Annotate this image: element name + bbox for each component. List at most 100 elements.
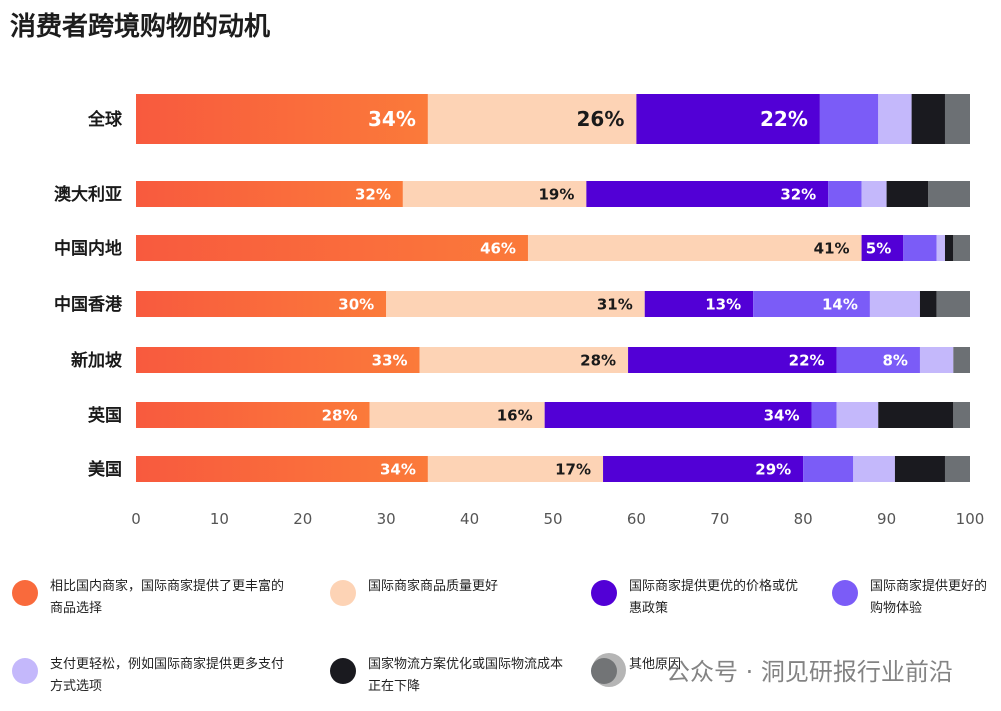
bar-segment (136, 181, 403, 207)
data-label: 28% (580, 351, 616, 369)
bar-segment (953, 235, 970, 261)
bar-segment (527, 235, 862, 261)
category-label: 美国 (88, 459, 122, 480)
data-label: 8% (882, 351, 907, 369)
bar-segment (919, 291, 937, 317)
legend-item-quality: 国际商家商品质量更好 (330, 576, 568, 606)
bar-segment (886, 181, 929, 207)
legend-swatch (832, 580, 858, 606)
bar-segment (861, 181, 887, 207)
data-label: 19% (538, 185, 574, 203)
legend-swatch (12, 658, 38, 684)
category-label: 新加坡 (71, 350, 122, 371)
x-tick-label: 60 (627, 510, 646, 528)
category-label: 英国 (88, 405, 122, 426)
legend-label: 支付更轻松，例如国际商家提供更多支付方式选项 (50, 657, 285, 694)
legend-label: 国际商家提供更好的购物体验 (870, 579, 988, 616)
chart-title: 消费者跨境购物的动机 (10, 12, 271, 42)
category-label: 澳大利亚 (54, 184, 122, 205)
data-label: 34% (764, 406, 800, 424)
data-label: 46% (480, 239, 516, 257)
x-tick-label: 80 (794, 510, 813, 528)
x-tick-label: 70 (710, 510, 729, 528)
bar-segment (836, 347, 920, 373)
bar-segment (811, 402, 837, 428)
bar-segment (136, 291, 387, 317)
legend-swatch (12, 580, 38, 606)
legend-label: 国际商家提供更优的价格或优惠政策 (629, 579, 799, 616)
legend: 相比国内商家，国际商家提供了更丰富的商品选择 国际商家商品质量更好 国际商家提供… (0, 570, 1001, 711)
x-tick-label: 40 (460, 510, 479, 528)
legend-item-logistics: 国家物流方案优化或国际物流成本正在下降 (330, 654, 568, 698)
data-label: 34% (380, 460, 416, 478)
bar-segment (136, 347, 420, 373)
bar-segment (911, 94, 945, 144)
bar-segment (919, 347, 954, 373)
legend-item-variety: 相比国内商家，国际商家提供了更丰富的商品选择 (12, 576, 295, 620)
data-label: 32% (780, 185, 816, 203)
bar-segment (753, 291, 870, 317)
x-tick-label: 100 (956, 510, 985, 528)
x-tick-label: 90 (877, 510, 896, 528)
bar-segment (944, 235, 954, 261)
legend-label: 相比国内商家，国际商家提供了更丰富的商品选择 (50, 579, 285, 616)
bar-segment (402, 181, 587, 207)
bar-segment (894, 456, 945, 482)
bar-segment (819, 94, 879, 144)
legend-item-price: 国际商家提供更优的价格或优惠政策 (591, 576, 809, 620)
bar-segment (369, 402, 545, 428)
legend-label: 国家物流方案优化或国际物流成本正在下降 (368, 657, 564, 694)
bar-segment (903, 235, 937, 261)
bar-segment (803, 456, 854, 482)
legend-item-payment: 支付更轻松，例如国际商家提供更多支付方式选项 (12, 654, 295, 698)
legend-swatch (330, 658, 356, 684)
data-label: 29% (755, 460, 791, 478)
category-label: 中国内地 (54, 238, 122, 259)
watermark-text: 公众号 · 洞见研报行业前沿 (666, 658, 953, 686)
legend-swatch (330, 580, 356, 606)
bar-segment (544, 402, 812, 428)
x-tick-label: 10 (210, 510, 229, 528)
data-label: 26% (577, 107, 625, 131)
wechat-icon (592, 652, 626, 687)
bar-segment (828, 181, 862, 207)
data-label: 32% (355, 185, 391, 203)
data-label: 31% (597, 295, 633, 313)
data-label: 34% (368, 107, 416, 131)
x-tick-label: 30 (377, 510, 396, 528)
data-label: 30% (338, 295, 374, 313)
bar-segment (869, 291, 920, 317)
data-label: 33% (372, 351, 408, 369)
watermark: 公众号 · 洞见研报行业前沿 (592, 652, 953, 687)
bar-segment (644, 291, 754, 317)
data-label: 5% (866, 239, 891, 257)
bar-segment (586, 181, 829, 207)
bar-segment (603, 456, 804, 482)
bar-segment (136, 94, 428, 144)
bar-segment (636, 94, 820, 144)
bar-segment (853, 456, 895, 482)
bar-segment (878, 402, 954, 428)
bar-segment (953, 347, 970, 373)
bar-segment (836, 402, 879, 428)
category-label: 全球 (87, 109, 123, 130)
bar-segment (136, 456, 428, 482)
legend-label: 其他原因 (629, 657, 682, 672)
bar-segment (427, 456, 604, 482)
bar-segment (936, 291, 970, 317)
bar-segment (136, 235, 528, 261)
bar-segment (861, 235, 904, 261)
stacked-bar-chart: 全球 34% 26% 22% 澳大利亚 32% 19% 32% 中国内地 46% 41% 5% 中国香港… (54, 94, 985, 528)
data-label: 16% (497, 406, 533, 424)
category-label: 中国香港 (54, 294, 123, 315)
bar-segment (386, 291, 645, 317)
bar-segment (419, 347, 629, 373)
bar-segment (628, 347, 837, 373)
x-tick-label: 0 (131, 510, 141, 528)
bar-segment (136, 402, 370, 428)
legend-swatch (591, 580, 617, 606)
bar-segment (936, 235, 945, 261)
x-tick-label: 20 (293, 510, 312, 528)
legend-item-experience: 国际商家提供更好的购物体验 (832, 576, 998, 620)
data-label: 28% (322, 406, 358, 424)
